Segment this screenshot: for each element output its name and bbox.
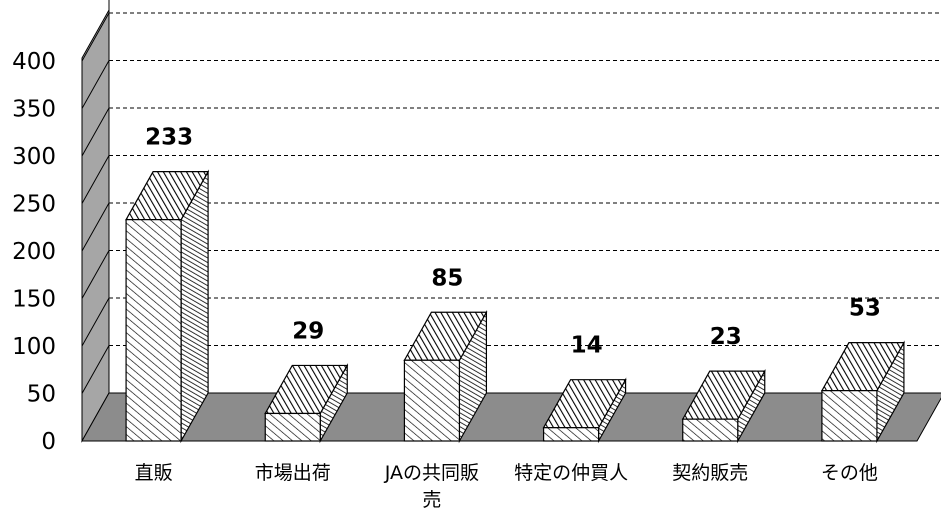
- bars: [125, 169, 905, 444]
- side-wall-tick: [81, 155, 110, 204]
- side-wall-tick: [81, 250, 110, 299]
- x-category-label-line: 市場出荷: [255, 462, 331, 484]
- x-category-label: 直販: [135, 462, 173, 484]
- bar-group: [403, 309, 488, 444]
- bar-group: [542, 377, 627, 444]
- side-wall-tick: [81, 60, 110, 109]
- data-label: 29: [292, 318, 324, 344]
- x-category-label: その他: [821, 462, 878, 484]
- data-label: 85: [431, 265, 463, 291]
- x-category-label: 特定の仲買人: [514, 462, 628, 484]
- side-wall-tick: [81, 107, 110, 157]
- side-wall-tick: [81, 345, 110, 394]
- x-category-label-line: その他: [821, 462, 878, 484]
- data-label: 14: [571, 333, 603, 359]
- bar: [821, 390, 878, 442]
- y-tick-label: 350: [12, 97, 56, 123]
- side-wall-tick: [81, 12, 110, 62]
- x-category-label-line: 売: [422, 489, 441, 511]
- bar: [542, 427, 600, 442]
- side-wall-tick: [81, 297, 110, 347]
- y-tick-label: 250: [12, 192, 56, 218]
- y-axis: 0 50 100 150 200 250 300 350 400: [12, 49, 56, 455]
- x-axis-labels: 直販 市場出荷 JAの共同販売 特定の仲買人 契約販売 その他: [135, 462, 878, 511]
- side-wall-tick: [81, 202, 110, 252]
- floor-panel: [81, 392, 941, 442]
- x-category-label-line: 契約販売: [672, 462, 748, 484]
- side-wall: [81, 8, 110, 443]
- y-tick-label: 100: [12, 334, 56, 360]
- chart-floor: [81, 392, 941, 442]
- y-tick-label: 400: [12, 49, 56, 75]
- data-label: 53: [849, 296, 881, 322]
- side-wall-panel: [81, 8, 110, 443]
- bar: [682, 418, 739, 442]
- bar-group: [681, 368, 766, 444]
- data-labels: 233 29 85 14 23 53: [145, 125, 881, 359]
- data-label: 233: [145, 125, 193, 151]
- x-category-label: JAの共同販売: [384, 462, 479, 511]
- x-category-label-line: 直販: [135, 462, 173, 484]
- x-category-label: 契約販売: [672, 462, 748, 484]
- x-category-label: 市場出荷: [255, 462, 331, 484]
- bar: [403, 359, 461, 442]
- y-tick-label: 300: [12, 144, 56, 170]
- bar: [264, 412, 321, 442]
- y-tick-label: 200: [12, 239, 56, 265]
- bar: [125, 219, 182, 442]
- y-tick-label: 0: [41, 429, 56, 455]
- x-category-label-line: JAの共同販: [384, 462, 479, 484]
- y-tick-label: 50: [27, 382, 56, 408]
- x-category-label-line: 特定の仲買人: [514, 462, 628, 484]
- bar-group: [125, 169, 210, 444]
- data-label: 23: [710, 324, 742, 350]
- bar-group: [820, 340, 905, 444]
- bar-group: [264, 363, 349, 444]
- gridlines: [81, 0, 941, 394]
- y-tick-label: 150: [12, 287, 56, 313]
